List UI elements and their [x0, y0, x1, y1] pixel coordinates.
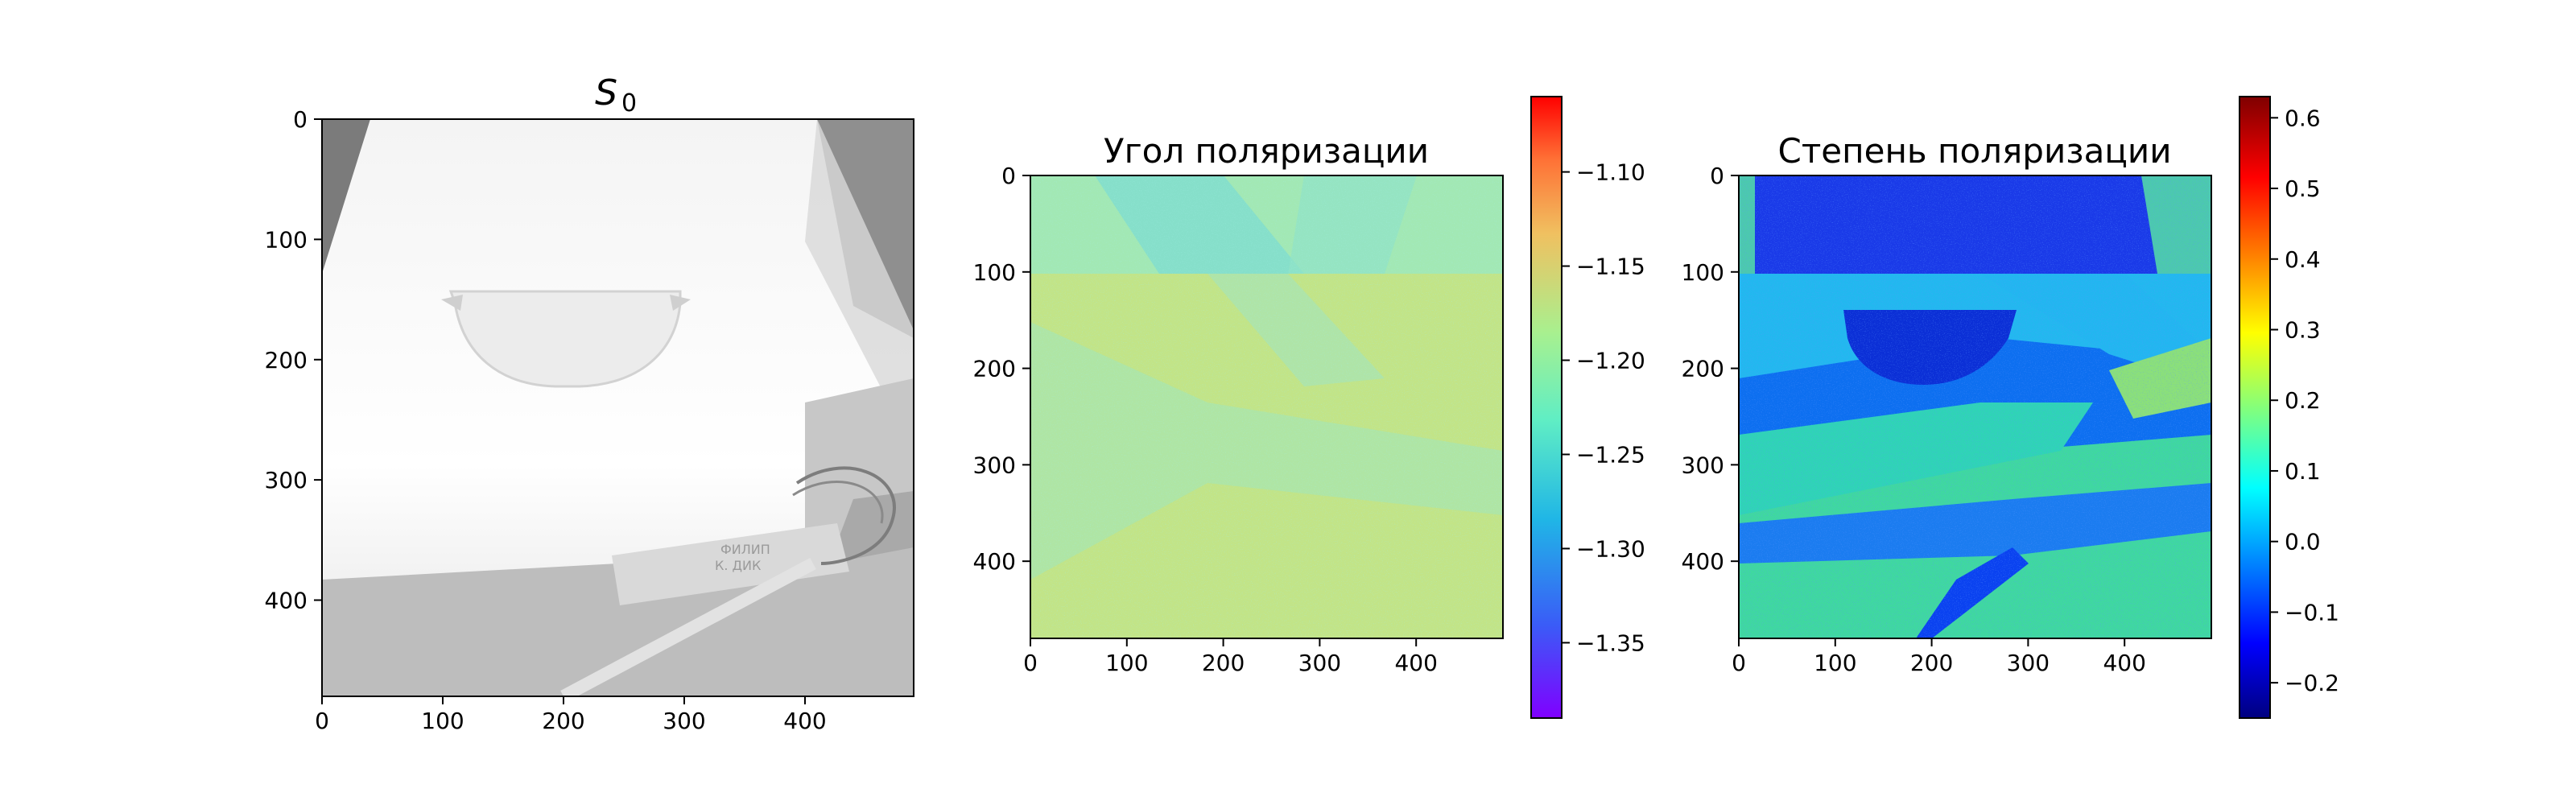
angle-ytick-label: 100	[973, 259, 1016, 286]
s0-title: S	[595, 72, 617, 114]
s0-xtick-label: 100	[421, 708, 464, 734]
degree-ytick-label: 100	[1682, 259, 1724, 286]
panel-s0: ФИЛИП К. ДИК S 0 0 100 200 300 400 0 100 200 300…	[265, 72, 914, 734]
degree-colorbar-ticks: 0.6 0.5 0.4 0.3 0.2 0.1 0.0 −0.1 −0.2	[2270, 105, 2339, 696]
angle-xtick-label: 400	[1394, 650, 1437, 676]
degree-colorbar-tick-label: 0.2	[2285, 387, 2321, 414]
angle-colorbar-tick-label: −1.10	[1576, 159, 1645, 186]
degree-ytick-label: 200	[1682, 356, 1724, 382]
degree-colorbar-tick-label: 0.6	[2285, 105, 2321, 131]
angle-xtick-label: 300	[1298, 650, 1341, 676]
degree-xtick-label: 0	[1732, 650, 1746, 676]
angle-colorbar-tick-label: −1.15	[1576, 254, 1645, 280]
s0-label-line2: К. ДИК	[715, 558, 762, 573]
angle-colorbar-tick-label: −1.25	[1576, 441, 1645, 468]
degree-colorbar-tick-label: 0.4	[2285, 246, 2321, 273]
angle-xtick-label: 0	[1023, 650, 1038, 676]
panel-degree: Степень поляризации 0 100 200 300 400 0 100 200…	[1682, 96, 2339, 719]
angle-ticks: 0 100 200 300 400 0 100 200 300 400	[973, 163, 1438, 676]
angle-axes-frame	[1030, 175, 1504, 639]
degree-colorbar-tick-label: −0.2	[2285, 670, 2339, 696]
s0-ticks: 0 100 200 300 400 0 100 200 300 400	[265, 106, 827, 734]
degree-colorbar-tick-label: 0.3	[2285, 317, 2321, 344]
degree-xtick-label: 400	[2103, 650, 2145, 676]
angle-colorbar-tick-label: −1.20	[1576, 348, 1645, 374]
angle-ytick-label: 400	[973, 548, 1016, 575]
s0-label-line1: ФИЛИП	[720, 542, 770, 557]
s0-ytick-label: 100	[265, 226, 308, 253]
s0-xtick-label: 400	[783, 708, 826, 734]
s0-ytick-label: 400	[265, 588, 308, 614]
degree-ytick-label: 300	[1682, 452, 1724, 478]
angle-ytick-label: 0	[1001, 163, 1016, 189]
angle-ytick-label: 300	[973, 452, 1016, 478]
angle-colorbar-tick-label: −1.30	[1576, 535, 1645, 562]
degree-ticks: 0 100 200 300 400 0 100 200 300 400	[1682, 163, 2146, 676]
degree-xtick-label: 200	[1910, 650, 1953, 676]
s0-xtick-label: 300	[663, 708, 705, 734]
angle-image	[1030, 175, 1503, 638]
degree-colorbar-tick-label: −0.1	[2285, 599, 2339, 625]
s0-axes-frame	[321, 118, 914, 697]
angle-colorbar-tick-label: −1.35	[1576, 630, 1645, 656]
s0-image: ФИЛИП К. ДИК	[322, 119, 914, 696]
angle-colorbar-ticks: −1.10 −1.15 −1.20 −1.25 −1.30 −1.35	[1562, 159, 1645, 656]
degree-xtick-label: 100	[1814, 650, 1856, 676]
s0-title-subscript: 0	[621, 89, 637, 118]
angle-ytick-label: 200	[973, 356, 1016, 382]
degree-image	[1739, 175, 2211, 638]
degree-colorbar-tick-label: 0.5	[2285, 175, 2321, 202]
s0-ytick-label: 300	[265, 467, 308, 493]
degree-title: Степень поляризации	[1778, 131, 2172, 171]
s0-ytick-label: 0	[293, 106, 308, 133]
panel-angle: Угол поляризации 0 100 200 300 400 0 100 200 300…	[973, 96, 1645, 719]
angle-title: Угол поляризации	[1104, 131, 1429, 171]
degree-xtick-label: 300	[2007, 650, 2050, 676]
degree-colorbar-tick-label: 0.1	[2285, 458, 2321, 485]
s0-xtick-label: 200	[542, 708, 584, 734]
degree-ytick-label: 0	[1710, 163, 1724, 189]
angle-colorbar	[1530, 96, 1563, 719]
angle-xtick-label: 100	[1105, 650, 1148, 676]
s0-xtick-label: 0	[315, 708, 329, 734]
degree-colorbar-tick-label: 0.0	[2285, 529, 2321, 555]
s0-ytick-label: 200	[265, 347, 308, 374]
degree-colorbar	[2239, 96, 2271, 719]
degree-axes-frame	[1738, 175, 2212, 639]
angle-xtick-label: 200	[1202, 650, 1245, 676]
degree-ytick-label: 400	[1682, 548, 1724, 575]
